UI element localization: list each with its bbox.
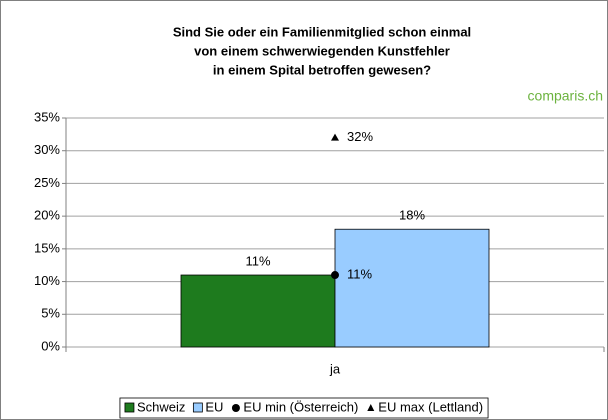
legend-item: EU max (Lettland) — [367, 399, 483, 414]
data-label: 18% — [399, 208, 425, 223]
legend-label: EU — [205, 399, 223, 414]
y-tick-label: 10% — [34, 273, 60, 288]
legend-item: Schweiz — [124, 399, 185, 414]
data-label: 11% — [245, 253, 270, 268]
legend-symbol — [192, 402, 203, 413]
legend-symbol — [231, 404, 240, 412]
chart-title: Sind Sie oder ein Familienmitglied schon… — [173, 24, 471, 39]
bar — [180, 274, 336, 348]
legend-label: Schweiz — [137, 399, 185, 414]
marker — [331, 271, 339, 280]
y-tick-label: 0% — [41, 338, 60, 353]
legend: Schweiz EU EU min (Österreich) EU max (Lett… — [119, 397, 489, 419]
data-label: 11% — [347, 266, 372, 281]
chart-title: in einem Spital betroffen gewesen? — [213, 62, 431, 77]
legend-item: EU — [192, 399, 223, 414]
legend-label: EU max (Lettland) — [378, 399, 483, 414]
chart-title: von einem schwerwiegenden Kunstfehler — [194, 43, 450, 58]
y-tick-label: 15% — [34, 240, 60, 255]
y-tick-label: 20% — [34, 208, 60, 223]
legend-box — [119, 397, 489, 419]
legend-label: EU min (Österreich) — [243, 399, 358, 414]
marker — [331, 133, 339, 141]
legend-item: EU min (Österreich) — [231, 399, 358, 414]
y-tick-label: 30% — [34, 142, 60, 157]
legend-symbol — [367, 404, 375, 411]
logo: comparis.ch — [528, 88, 603, 104]
data-label: 32% — [347, 129, 373, 144]
y-tick-label: 25% — [34, 175, 60, 190]
bar — [334, 228, 490, 348]
y-tick-label: 5% — [41, 306, 60, 321]
x-tick-label: ja — [329, 361, 341, 376]
legend-symbol — [124, 402, 135, 413]
y-tick-label: 35% — [34, 109, 60, 124]
